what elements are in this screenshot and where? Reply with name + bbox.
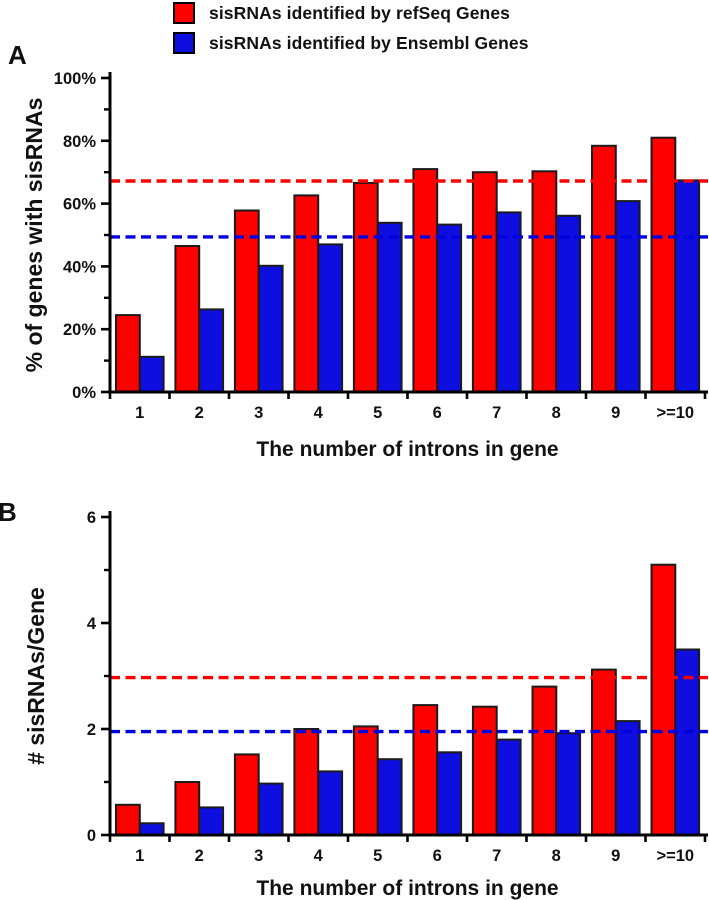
x-axis-title: The number of introns in gene: [256, 438, 558, 461]
bar-series1-cat-7: [495, 211, 522, 393]
bar-series1-cat-1: [138, 822, 165, 836]
y-tick-label: 80%: [63, 133, 96, 151]
blue-square-icon: [173, 32, 195, 54]
y-tick-label: 100%: [54, 70, 97, 88]
legend-label-ensembl: sisRNAs identified by Ensembl Genes: [209, 32, 529, 53]
bar-series0-cat-4: [293, 728, 320, 836]
y-tick-label: 2: [87, 721, 96, 739]
bar-series0-cat->=10: [650, 563, 677, 836]
x-tick-label: >=10: [656, 404, 694, 422]
bar-series0-cat-2: [174, 781, 201, 836]
x-tick-label: 7: [492, 404, 501, 422]
bar-series0-cat-4: [293, 194, 320, 393]
x-tick-label: 9: [611, 404, 620, 422]
y-tick-label: 0%: [72, 384, 96, 402]
bar-series1-cat-5: [376, 758, 403, 837]
x-tick-label: 4: [314, 847, 324, 865]
bar-series0-cat-6: [412, 168, 439, 393]
bar-series1-cat-5: [376, 221, 403, 393]
x-tick-label: 8: [552, 404, 561, 422]
x-tick-label: 8: [552, 847, 561, 865]
x-tick-label: 1: [135, 847, 144, 865]
panel-label-a: A: [8, 40, 27, 70]
bar-series0-cat-3: [233, 753, 260, 836]
bar-series0-cat-5: [352, 181, 379, 393]
bar-series1-cat-6: [436, 223, 463, 393]
panel-label-b: B: [0, 497, 17, 527]
legend-label-refseq: sisRNAs identified by refSeq Genes: [209, 2, 510, 23]
x-tick-label: 2: [195, 847, 204, 865]
bar-series0-cat->=10: [650, 136, 677, 393]
x-tick-label: >=10: [656, 847, 694, 865]
chart-a-bar-chart: 1 2 3 4 5 6 7 8 9 >=10 0% 20% 40% 60% 80% 100% The numbe…: [21, 70, 708, 461]
bar-series1-cat->=10: [674, 179, 701, 393]
bar-series1-cat-8: [555, 732, 582, 837]
chart-b-bar-chart: 1 2 3 4 5 6 7 8 9 >=10 0 2 4 6 The number of introns i…: [23, 509, 708, 900]
bar-series0-cat-1: [115, 803, 141, 836]
bar-series1-cat-6: [436, 751, 463, 836]
bar-series0-cat-2: [174, 245, 201, 393]
bar-series0-cat-1: [115, 314, 141, 394]
legend: sisRNAs identified by refSeq Genes sisRN…: [173, 2, 529, 62]
x-tick-label: 6: [433, 847, 442, 865]
bar-series1-cat-2: [198, 308, 225, 393]
y-tick-label: 40%: [63, 258, 96, 276]
y-tick-label: 4: [87, 615, 97, 633]
bar-series0-cat-6: [412, 704, 439, 836]
bar-series0-cat-9: [591, 144, 617, 393]
x-tick-label: 7: [492, 847, 501, 865]
bar-series0-cat-7: [471, 705, 498, 836]
x-tick-label: 5: [373, 847, 382, 865]
bar-series1-cat-7: [495, 738, 522, 837]
bar-series0-cat-8: [531, 685, 558, 836]
y-axis-title: % of genes with sisRNAs: [21, 98, 47, 373]
bar-series1-cat-2: [198, 806, 225, 836]
bar-series1-cat-1: [138, 355, 165, 393]
x-tick-label: 9: [611, 847, 620, 865]
y-axis-title: # sisRNAs/Gene: [23, 587, 49, 765]
bar-series0-cat-5: [352, 725, 379, 836]
x-tick-label: 3: [254, 847, 263, 865]
y-tick-label: 0: [87, 827, 96, 845]
x-tick-label: 6: [433, 404, 442, 422]
x-tick-label: 4: [314, 404, 324, 422]
legend-item-refseq: sisRNAs identified by refSeq Genes: [173, 2, 529, 24]
bar-series0-cat-8: [531, 170, 558, 393]
x-tick-label: 5: [373, 404, 382, 422]
legend-item-ensembl: sisRNAs identified by Ensembl Genes: [173, 32, 529, 54]
bar-series1-cat-9: [614, 720, 641, 837]
bar-series1-cat-3: [257, 782, 284, 837]
y-tick-label: 6: [87, 509, 96, 527]
x-tick-label: 1: [135, 404, 144, 422]
bar-series1-cat-4: [317, 243, 344, 393]
bar-series0-cat-9: [591, 668, 617, 836]
bar-series1-cat-9: [614, 200, 641, 393]
x-axis-title: The number of introns in gene: [256, 877, 558, 900]
bar-series0-cat-7: [471, 171, 498, 393]
bar-series1-cat-8: [555, 214, 582, 393]
x-tick-label: 3: [254, 404, 263, 422]
bar-series1-cat-4: [317, 770, 344, 836]
red-square-icon: [173, 2, 195, 24]
y-tick-label: 60%: [63, 196, 96, 214]
x-tick-label: 2: [195, 404, 204, 422]
y-tick-label: 20%: [63, 321, 96, 339]
bar-series1-cat-3: [257, 264, 284, 393]
